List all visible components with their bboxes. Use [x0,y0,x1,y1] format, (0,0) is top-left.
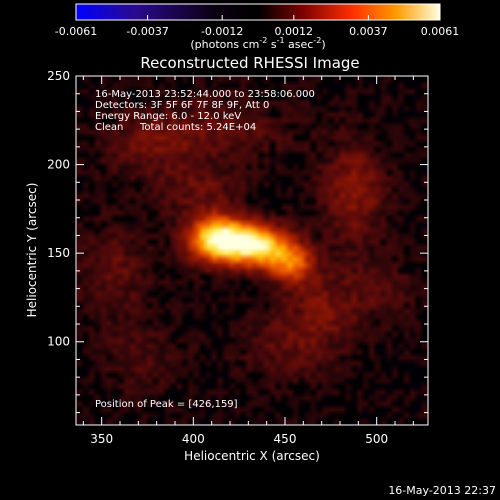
annotation-energy-range: Energy Range: 6.0 - 12.0 keV [95,111,241,122]
colorbar-tick-label: 0.0037 [349,25,388,38]
annotation-total-counts: Total counts: 5.24E+04 [139,122,256,133]
x-tick-label: 400 [182,432,205,446]
annotation-method: Clean [95,122,123,133]
x-tick-label: 500 [365,432,388,446]
x-axis-ticks: 350 400 450 500 [82,76,414,446]
colorbar-gradient [75,3,441,21]
annotation-time-range: 16-May-2013 23:52:44.000 to 23:58:06.000 [95,89,315,100]
footer-timestamp: 16-May-2013 22:37 [388,484,496,497]
peak-position-label: Position of Peak = [426,159] [95,399,238,410]
x-tick-label: 450 [274,432,297,446]
x-tick-label: 350 [90,432,113,446]
annotation-detectors: Detectors: 3F 5F 6F 7F 8F 9F, Att 0 [95,100,269,111]
colorbar-tick-label: -0.0012 [201,25,243,38]
colorbar-tick-label: 0.0012 [275,25,314,38]
y-axis-label: Heliocentric Y (arcsec) [25,183,39,318]
y-axis-ticks: 100 150 200 250 [47,69,428,414]
y-tick-label: 250 [47,69,70,83]
colorbar-unit-label: (photons cm-2 s-1 asec-2) [190,36,325,51]
colorbar-tick-label: -0.0037 [126,25,168,38]
info-annotations: 16-May-2013 23:52:44.000 to 23:58:06.000… [95,89,315,410]
plot-frame [75,75,429,426]
plot-area: 350 400 450 500 100 150 200 250 [47,69,429,446]
heatmap-image [77,77,427,424]
colorbar-tick-label: -0.0061 [55,25,97,38]
y-tick-label: 150 [47,246,70,260]
colorbar: -0.0061 -0.0037 -0.0012 0.0012 0.0037 0.0061 … [55,3,459,51]
y-tick-label: 100 [47,335,70,349]
colorbar-tick-label: 0.0061 [421,25,460,38]
y-tick-label: 200 [47,158,70,172]
chart-title: Reconstructed RHESSI Image [140,54,359,72]
colorbar-ticks: -0.0061 -0.0037 -0.0012 0.0012 0.0037 0.0061 [55,15,459,38]
x-axis-label: Heliocentric X (arcsec) [184,449,320,463]
